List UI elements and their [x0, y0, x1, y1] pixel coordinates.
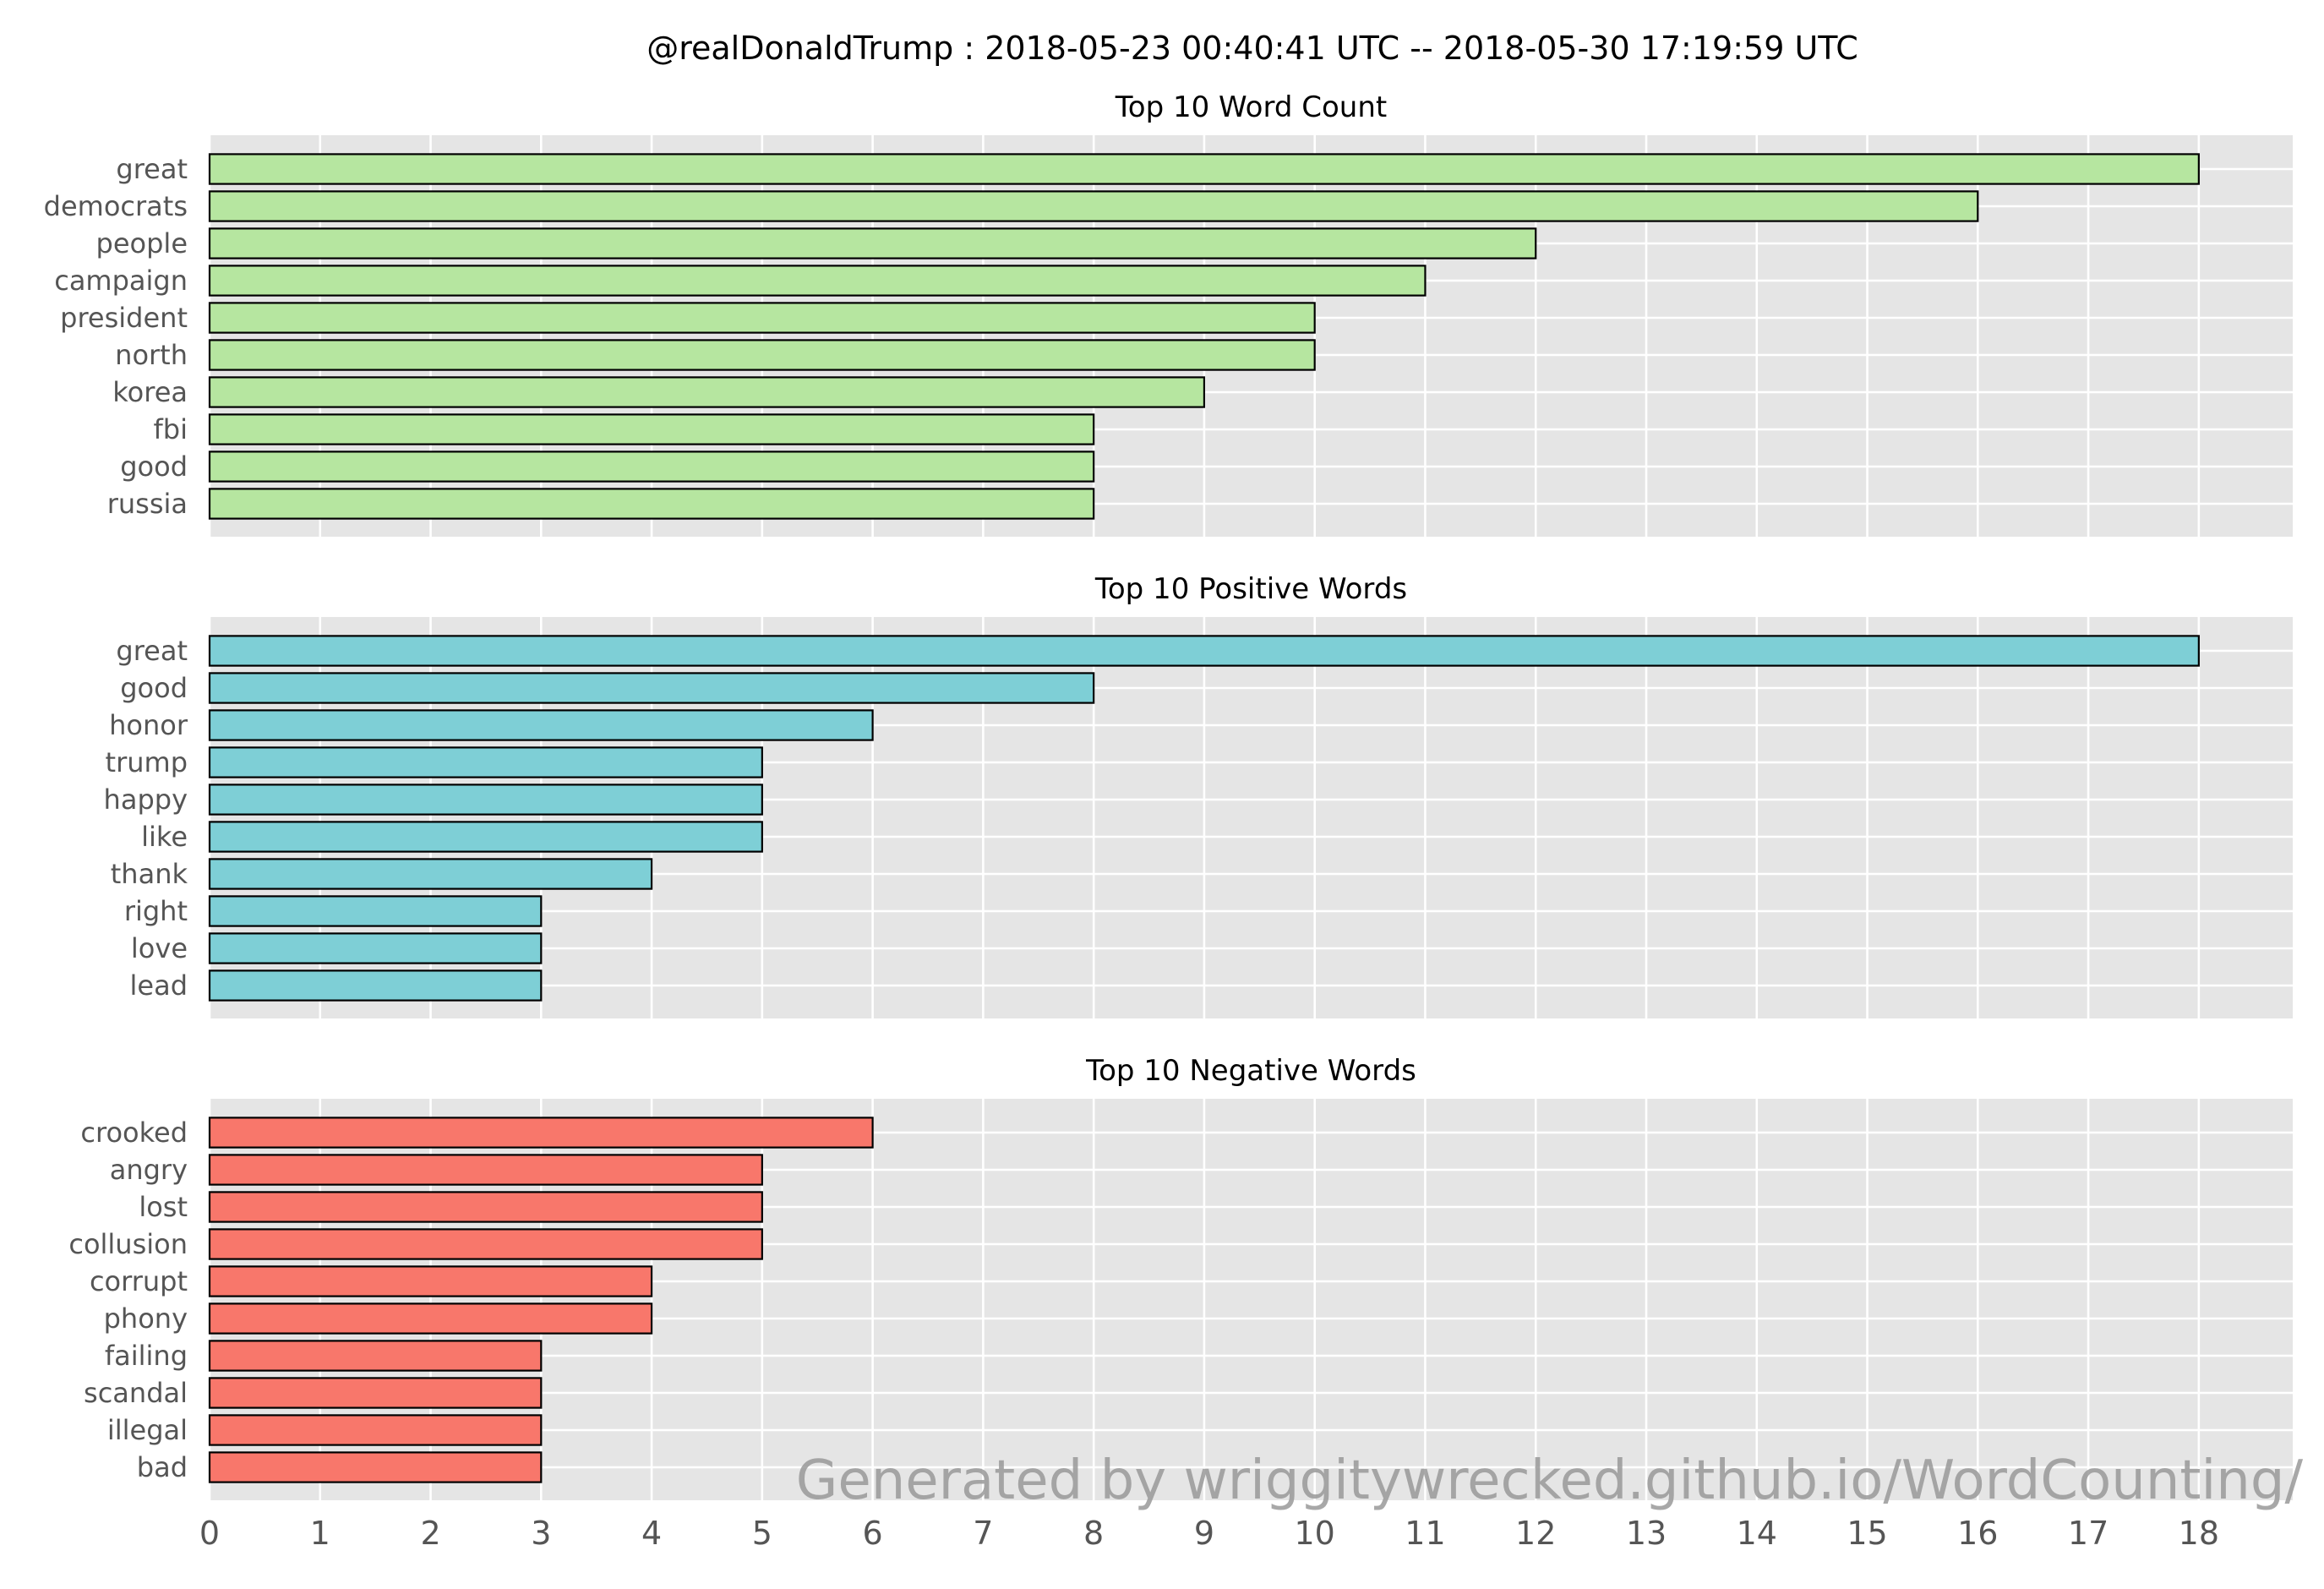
x-tick-label: 12 [1515, 1515, 1556, 1552]
x-axis: 0 1 2 3 4 5 6 7 8 9 10 11 12 13 14 15 16 17 18 [199, 1515, 2219, 1552]
bar-great [208, 635, 2200, 667]
bar-democrats [208, 190, 1979, 222]
bar-love [208, 932, 543, 964]
x-tick-label: 7 [973, 1515, 993, 1552]
category-label: thank [111, 858, 188, 890]
category-label: love [131, 932, 188, 964]
category-label: lead [130, 969, 188, 1002]
category-label: north [115, 339, 188, 371]
chart-title: @realDonaldTrump : 2018-05-23 00:40:41 U… [646, 30, 1858, 67]
category-label: korea [112, 376, 188, 408]
bar-russia [208, 488, 1095, 520]
bar-fbi [208, 413, 1095, 445]
panels: Top 10 Word Count great democrats people cam… [44, 90, 2293, 1500]
category-label: democrats [44, 190, 188, 222]
x-tick-label: 2 [420, 1515, 440, 1552]
bar-honor [208, 709, 874, 741]
bar-scandal [208, 1377, 543, 1409]
panel-1: Top 10 Word Count great democrats people cam… [44, 90, 2293, 537]
panel-title: Top 10 Positive Words [1094, 572, 1407, 606]
bar-president [208, 302, 1316, 334]
bar-corrupt [208, 1265, 653, 1297]
bar-like [208, 821, 763, 853]
panel-title: Top 10 Word Count [1115, 90, 1387, 124]
bar-angry [208, 1154, 763, 1186]
category-label: russia [107, 488, 188, 520]
category-label: people [96, 227, 188, 259]
bar-trump [208, 746, 763, 778]
category-label: crooked [80, 1117, 188, 1149]
category-label: failing [105, 1340, 188, 1372]
bar-bad [208, 1451, 543, 1483]
category-label: illegal [107, 1414, 188, 1446]
bar-lead [208, 969, 543, 1002]
x-tick-label: 11 [1405, 1515, 1445, 1552]
category-label: good [120, 672, 188, 704]
panel-2: Top 10 Positive Words great good honor trump… [104, 572, 2293, 1018]
bar-north [208, 339, 1316, 371]
x-tick-label: 16 [1957, 1515, 1998, 1552]
bar-happy [208, 784, 763, 816]
bar-phony [208, 1302, 653, 1335]
x-tick-label: 3 [531, 1515, 551, 1552]
category-label: happy [104, 784, 188, 816]
category-label: bad [137, 1451, 188, 1483]
bar-lost [208, 1191, 763, 1223]
x-tick-label: 6 [863, 1515, 883, 1552]
panel-title: Top 10 Negative Words [1085, 1054, 1416, 1088]
bar-good [208, 672, 1095, 704]
category-label: good [120, 450, 188, 483]
x-tick-label: 5 [752, 1515, 772, 1552]
category-label: honor [109, 709, 188, 741]
x-tick-label: 18 [2179, 1515, 2219, 1552]
category-label: corrupt [90, 1265, 188, 1297]
category-label: great [116, 635, 188, 667]
x-tick-label: 8 [1083, 1515, 1104, 1552]
bar-campaign [208, 265, 1427, 297]
watermark-text: Generated by wriggitywrecked.github.io/W… [796, 1450, 2304, 1512]
category-label: great [116, 153, 188, 185]
x-tick-label: 9 [1194, 1515, 1214, 1552]
bar-great [208, 153, 2200, 185]
category-label: fbi [154, 413, 188, 445]
bar-right [208, 895, 543, 927]
category-label: collusion [68, 1228, 188, 1260]
bar-collusion [208, 1228, 763, 1260]
x-tick-label: 4 [641, 1515, 662, 1552]
category-label: angry [110, 1154, 188, 1186]
category-label: scandal [84, 1377, 188, 1409]
bar-good [208, 450, 1095, 483]
x-tick-label: 1 [310, 1515, 330, 1552]
x-tick-label: 10 [1295, 1515, 1335, 1552]
category-label: like [141, 821, 188, 853]
bar-people [208, 227, 1537, 259]
category-label: phony [104, 1302, 188, 1335]
category-label: campaign [54, 265, 188, 297]
x-tick-label: 17 [2068, 1515, 2109, 1552]
x-tick-label: 14 [1737, 1515, 1777, 1552]
bar-crooked [208, 1117, 874, 1149]
bar-illegal [208, 1414, 543, 1446]
bar-failing [208, 1340, 543, 1372]
bar-thank [208, 858, 653, 890]
x-tick-label: 0 [199, 1515, 220, 1552]
x-tick-label: 13 [1626, 1515, 1667, 1552]
category-label: right [124, 895, 188, 927]
category-label: trump [106, 746, 188, 778]
category-label: president [60, 302, 188, 334]
x-tick-label: 15 [1847, 1515, 1887, 1552]
bar-korea [208, 376, 1206, 408]
panel-3: Top 10 Negative Words crooked angry lost col… [68, 1054, 2293, 1500]
category-label: lost [139, 1191, 188, 1223]
